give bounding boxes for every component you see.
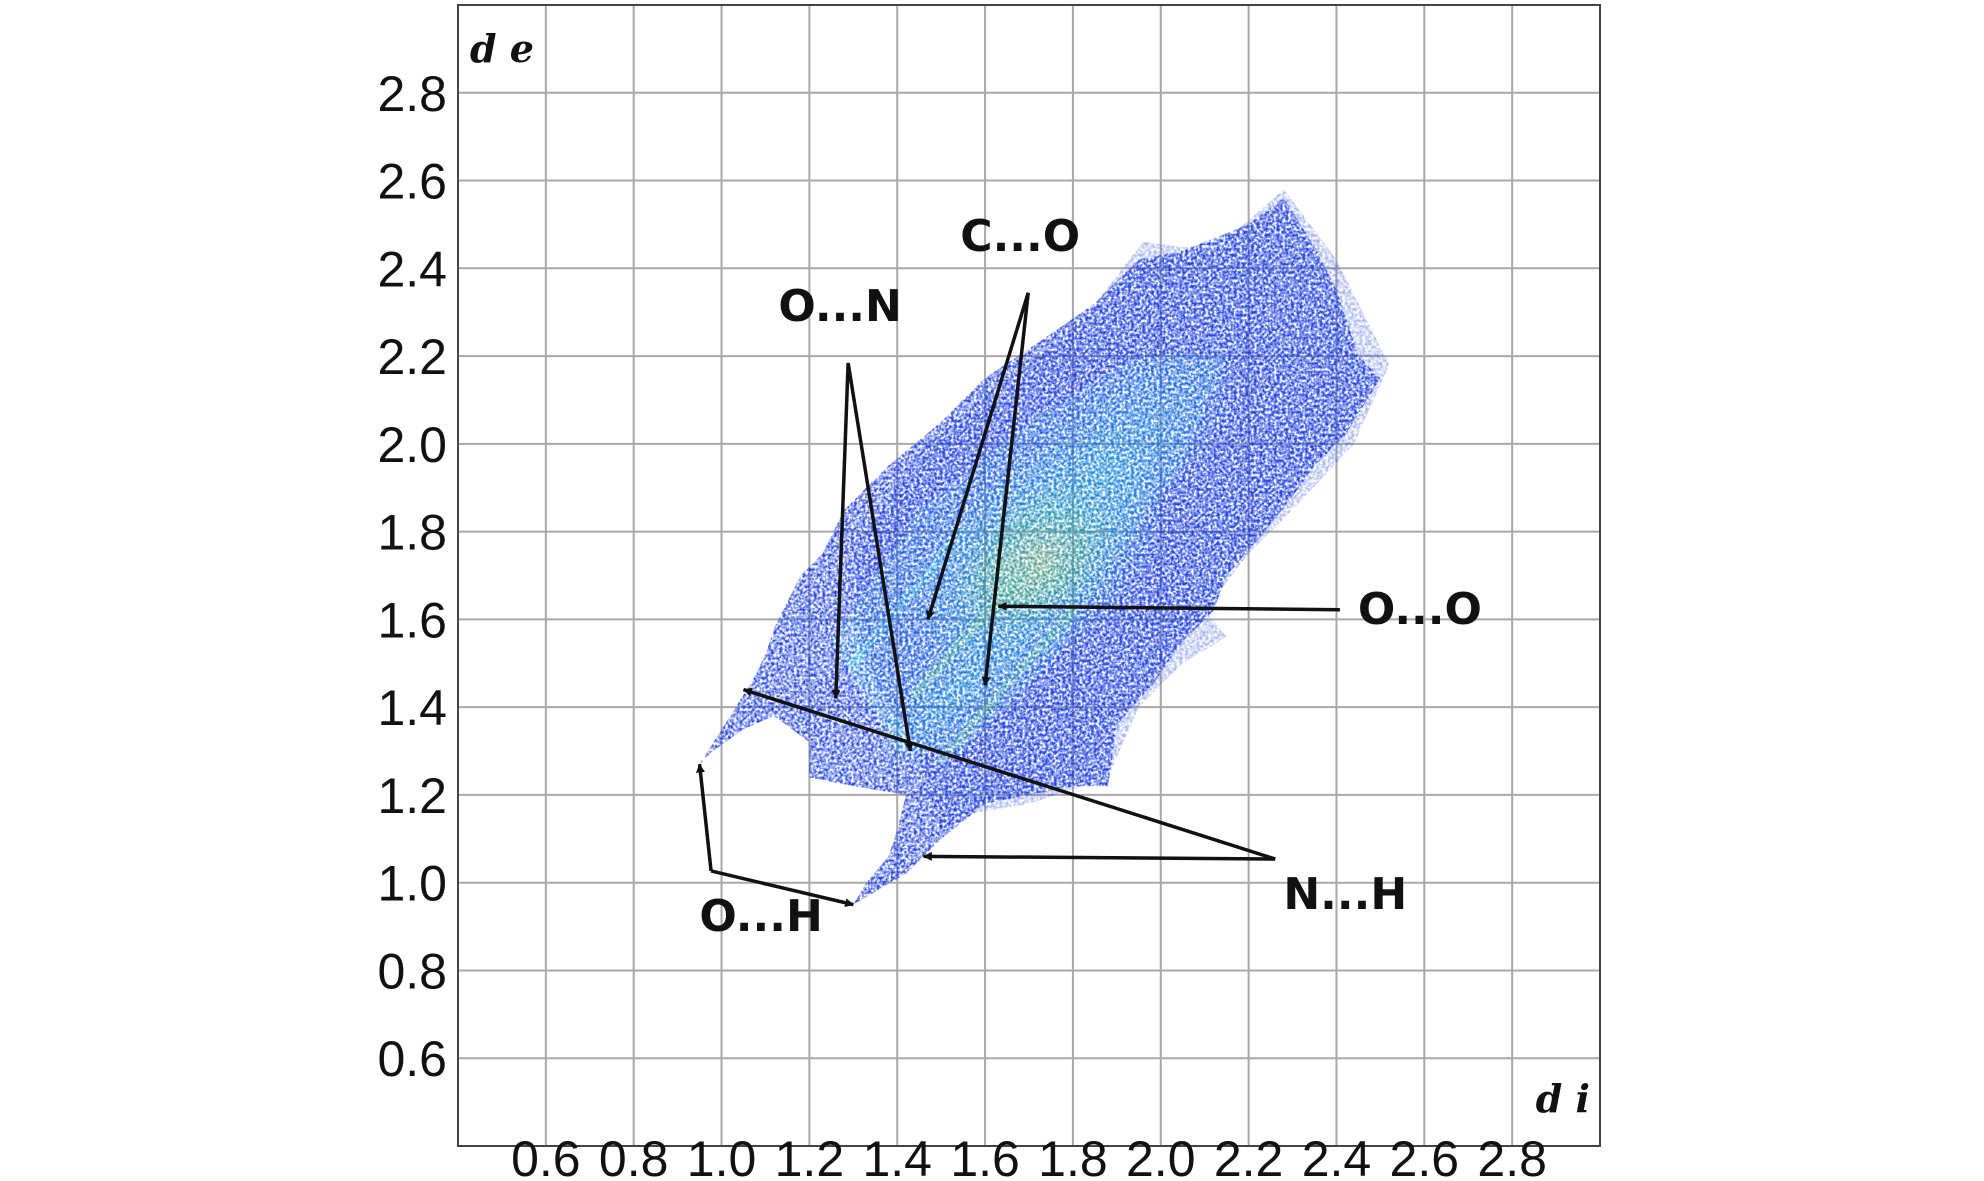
x-tick-label: 1.6: [950, 1131, 1020, 1181]
y-tick-label: 2.2: [377, 329, 447, 385]
annotation-label: N...H: [1283, 869, 1407, 920]
x-tick-label: 0.6: [511, 1131, 581, 1181]
x-tick-label: 0.8: [599, 1131, 669, 1181]
annotation-arrow: [742, 687, 1276, 861]
x-tick-label: 2.4: [1302, 1131, 1372, 1181]
plot-frame: [457, 4, 1601, 1147]
y-tick-label: 1.2: [377, 768, 447, 824]
annotation-arrow: [846, 362, 914, 752]
x-tick-label: 1.4: [862, 1131, 932, 1181]
annotation-label: O...H: [699, 891, 822, 942]
x-tick-label: 2.2: [1214, 1131, 1284, 1181]
x-tick-label: 2.8: [1477, 1131, 1547, 1181]
annotation-arrow: [981, 292, 1030, 686]
x-tick-label: 1.0: [687, 1131, 757, 1181]
annotation-arrow: [831, 362, 850, 700]
x-tick-label: 2.0: [1126, 1131, 1196, 1181]
y-axis-ticks: 0.6 0.8 1.0 1.2 1.4 1.6 1.8 2.0 2.2 2.4 2.6 2.8: [377, 66, 447, 1087]
annotation-arrow: [926, 292, 1030, 621]
annotation: O...N: [778, 281, 914, 752]
y-tick-label: 1.4: [377, 680, 447, 736]
y-tick-label: 1.8: [377, 505, 447, 561]
y-tick-label: 1.6: [377, 592, 447, 648]
x-axis-ticks: 0.6 0.8 1.0 1.2 1.4 1.6 1.8 2.0 2.2 2.4 2.6 2.8: [511, 1131, 1547, 1181]
y-tick-label: 1.0: [377, 856, 447, 912]
annotation-arrow: [710, 869, 855, 908]
annotations: C...O O...N O...O N...H O...H: [695, 211, 1482, 942]
x-tick-label: 1.2: [775, 1131, 845, 1181]
y-tick-label: 2.6: [377, 154, 447, 210]
annotation: N...H: [742, 687, 1407, 920]
annotation: O...O: [997, 584, 1482, 635]
annotation: C...O: [926, 211, 1080, 686]
annotation-label: C...O: [960, 211, 1080, 262]
annotation-arrow: [997, 601, 1340, 612]
x-axis-label: d i: [1536, 1076, 1590, 1121]
y-tick-label: 0.8: [377, 943, 447, 999]
x-tick-label: 2.6: [1390, 1131, 1460, 1181]
annotation-label: O...O: [1358, 584, 1482, 635]
annotation-arrow: [695, 763, 713, 872]
y-tick-label: 0.6: [377, 1031, 447, 1087]
annotation: O...H: [695, 763, 855, 942]
annotation-arrow: [922, 851, 1276, 861]
y-tick-label: 2.8: [377, 66, 447, 122]
y-tick-label: 2.0: [377, 417, 447, 473]
annotation-label: O...N: [778, 281, 901, 332]
x-tick-label: 1.8: [1038, 1131, 1108, 1181]
y-tick-label: 2.4: [377, 241, 447, 297]
y-axis-label: d e: [470, 26, 534, 71]
